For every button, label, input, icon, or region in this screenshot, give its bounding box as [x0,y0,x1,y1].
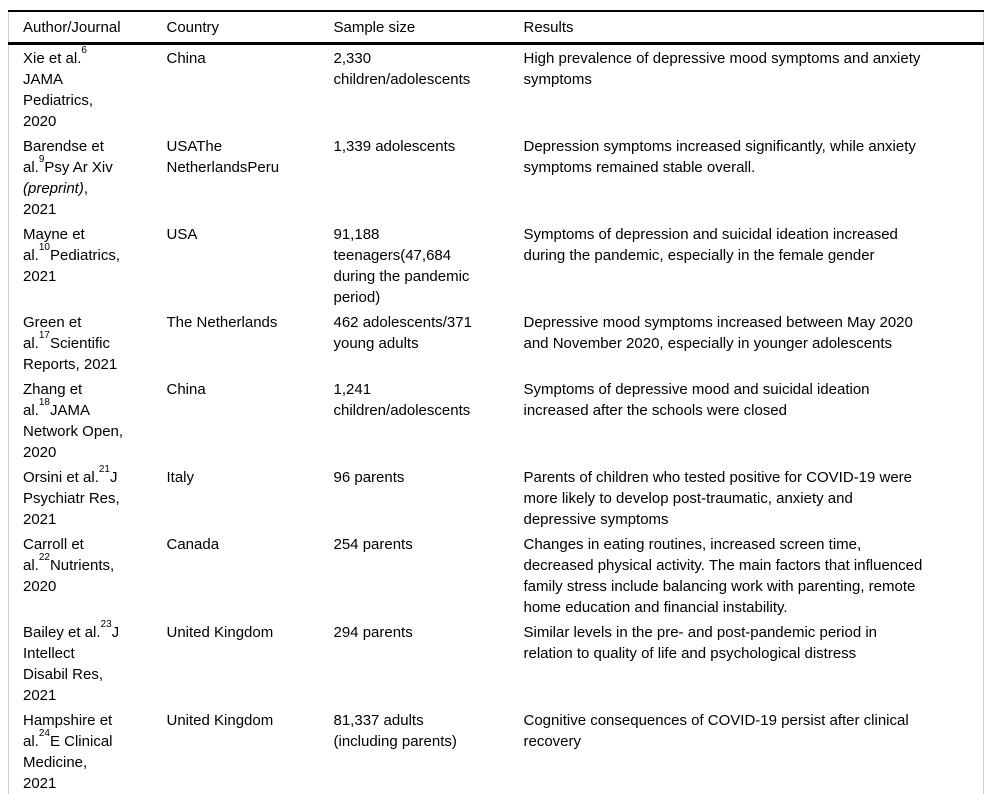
reference-superscript: 21 [98,463,110,475]
author-journal-text: JAMA Network Open, 2020 [23,402,124,461]
table-row: Barendse et al.9Psy Ar Xiv (preprint), 2… [9,133,984,221]
table-row: Orsini et al.21J Psychiatr Res, 2021 Ital… [9,464,984,531]
table-row: Mayne et al.10Pediatrics, 2021 USA 91,188 … [9,221,984,309]
table-row: Zhang et al.18JAMA Network Open, 2020 Chi… [9,376,984,464]
studies-table: Author/Journal Country Sample size Resul… [8,10,984,794]
author-journal-text: Mayne et al. [23,226,85,264]
cell-results: Changes in eating routines, increased sc… [523,536,923,616]
cell-author-journal: Carroll et al.22Nutrients, 2020 [9,531,153,619]
cell-country: USA [166,226,198,243]
author-journal-text: Xie et al. [23,50,82,67]
cell-sample-size: 91,188 teenagers(47,684 during the pande… [333,226,470,306]
cell-country: The Netherlands [166,314,278,331]
author-journal-text: Carroll et al. [23,536,84,574]
cell-author-journal: Zhang et al.18JAMA Network Open, 2020 [9,376,153,464]
reference-superscript: 6 [81,44,87,56]
cell-results: Depression symptoms increased significan… [523,138,916,176]
cell-results: Similar levels in the pre- and post-pand… [523,624,878,662]
author-journal-text: JAMA Pediatrics, 2020 [23,71,94,130]
cell-country: China [166,381,206,398]
cell-author-journal: Green et al.17Scientific Reports, 2021 [9,309,153,376]
table-row: Xie et al.6 JAMA Pediatrics, 2020 China 2,… [9,44,984,134]
cell-sample-size: 462 adolescents/371 young adults [333,314,472,352]
cell-sample-size: 294 parents [333,624,413,641]
cell-results: Symptoms of depression and suicidal idea… [523,226,898,264]
cell-sample-size: 96 parents [333,469,405,486]
author-journal-text: Scientific Reports, 2021 [23,335,118,373]
column-header-sample-size: Sample size [319,11,510,45]
table-row: Bailey et al.23J Intellect Disabil Res, … [9,619,984,707]
cell-country: Canada [166,536,220,553]
author-journal-text: Nutrients, 2020 [23,557,115,595]
author-journal-text: J Psychiatr Res, 2021 [23,469,120,528]
column-header-country: Country [152,11,320,45]
cell-country: United Kingdom [166,712,274,729]
cell-country: China [166,50,206,67]
author-journal-text: Barendse et al. [23,138,104,176]
cell-sample-size: 81,337 adults (including parents) [333,712,457,750]
table-header: Author/Journal Country Sample size Resul… [8,11,984,45]
cell-author-journal: Hampshire et al.24E Clinical Medicine, 2… [9,707,153,794]
table-row: Hampshire et al.24E Clinical Medicine, 2… [9,707,984,794]
cell-sample-size: 2,330 children/adolescents [333,50,471,88]
cell-country: United Kingdom [166,624,274,641]
cell-author-journal: Barendse et al.9Psy Ar Xiv (preprint), 2… [9,133,153,221]
column-header-results: Results [509,11,984,45]
reference-superscript: 18 [38,396,50,408]
reference-superscript: 17 [38,329,50,341]
table-row: Green et al.17Scientific Reports, 2021 Th… [9,309,984,376]
cell-sample-size: 1,339 adolescents [333,138,456,155]
cell-author-journal: Xie et al.6 JAMA Pediatrics, 2020 [9,44,153,134]
header-row: Author/Journal Country Sample size Resul… [8,11,984,45]
cell-results: Parents of children who tested positive … [523,469,913,528]
cell-results: Depressive mood symptoms increased betwe… [523,314,913,352]
author-journal-text: J Intellect Disabil Res, 2021 [23,624,120,704]
author-journal-text: Orsini et al. [23,469,99,486]
table-row: Carroll et al.22Nutrients, 2020 Canada 254… [9,531,984,619]
author-journal-text: (preprint) [23,180,84,197]
cell-sample-size: 254 parents [333,536,413,553]
author-journal-text: Psy Ar Xiv [44,159,113,176]
cell-author-journal: Orsini et al.21J Psychiatr Res, 2021 [9,464,153,531]
cell-results: High prevalence of depressive mood sympt… [523,50,921,88]
table-body: Xie et al.6 JAMA Pediatrics, 2020 China 2,… [9,44,984,794]
author-journal-text: Pediatrics, 2021 [23,247,120,285]
author-journal-text: Zhang et al. [23,381,83,419]
reference-superscript: 9 [38,153,45,165]
cell-sample-size: 1,241 children/adolescents [333,381,471,419]
reference-superscript: 24 [38,727,50,739]
author-journal-text: , 2021 [23,180,89,218]
author-journal-text: Hampshire et al. [23,712,113,750]
reference-superscript: 22 [38,551,50,563]
reference-superscript: 10 [38,241,50,253]
cell-country: USAThe NetherlandsPeru [166,138,280,176]
cell-author-journal: Mayne et al.10Pediatrics, 2021 [9,221,153,309]
reference-superscript: 23 [100,618,112,630]
author-journal-text: Bailey et al. [23,624,101,641]
cell-results: Symptoms of depressive mood and suicidal… [523,381,870,419]
column-header-author-journal: Author/Journal [8,11,153,45]
cell-author-journal: Bailey et al.23J Intellect Disabil Res, … [9,619,153,707]
cell-results: Cognitive consequences of COVID-19 persi… [523,712,909,750]
cell-country: Italy [166,469,195,486]
author-journal-text: E Clinical Medicine, 2021 [23,733,113,792]
author-journal-text: Green et al. [23,314,82,352]
